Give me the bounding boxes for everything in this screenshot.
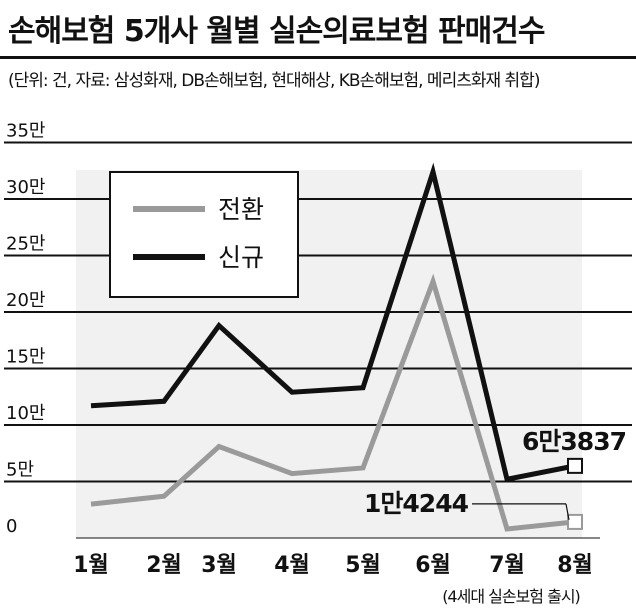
series-line-전환 — [90, 273, 576, 532]
x-tick-label: 3월 — [201, 553, 237, 578]
legend-label-신규: 신규 — [218, 243, 264, 272]
y-tick-label: 10만 — [6, 403, 45, 424]
y-tick-label: 35만 — [6, 121, 45, 142]
legend-box — [109, 171, 299, 298]
chart-subtitle: (단위: 건, 자료: 삼성화재, DB손해보험, 현대해상, KB손해보험, … — [8, 71, 540, 91]
title-divider — [0, 56, 636, 59]
legend-label-전환: 전환 — [218, 195, 264, 224]
release-annotation: (4세대 실손보험 출시) — [442, 587, 580, 606]
end-marker-신규 — [567, 457, 583, 474]
y-tick-label: 0 — [6, 516, 17, 537]
chart-title: 손해보험 5개사 월별 실손의료보험 판매건수 — [8, 14, 545, 49]
y-tick-label: 15만 — [6, 347, 45, 368]
x-tick-label: 7월 — [489, 553, 525, 578]
x-tick-label: 8월 — [557, 553, 593, 578]
y-tick-label: 20만 — [6, 290, 45, 311]
y-tick-label: 5만 — [6, 460, 34, 481]
y-tick-label: 30만 — [6, 177, 45, 198]
series-line-신규 — [90, 162, 576, 483]
x-tick-label: 2월 — [146, 553, 182, 578]
y-tick-label: 25만 — [6, 234, 45, 255]
end-marker-전환 — [567, 513, 583, 530]
data-label-전환: 1만4244 — [364, 489, 469, 518]
data-label-leader-전환 — [565, 503, 570, 521]
x-tick-label: 1월 — [73, 553, 109, 578]
x-tick-label: 4월 — [274, 553, 310, 578]
data-label-신규: 6만3837 — [522, 427, 626, 456]
x-tick-label: 5월 — [345, 553, 381, 578]
x-tick-label: 6월 — [415, 553, 451, 578]
